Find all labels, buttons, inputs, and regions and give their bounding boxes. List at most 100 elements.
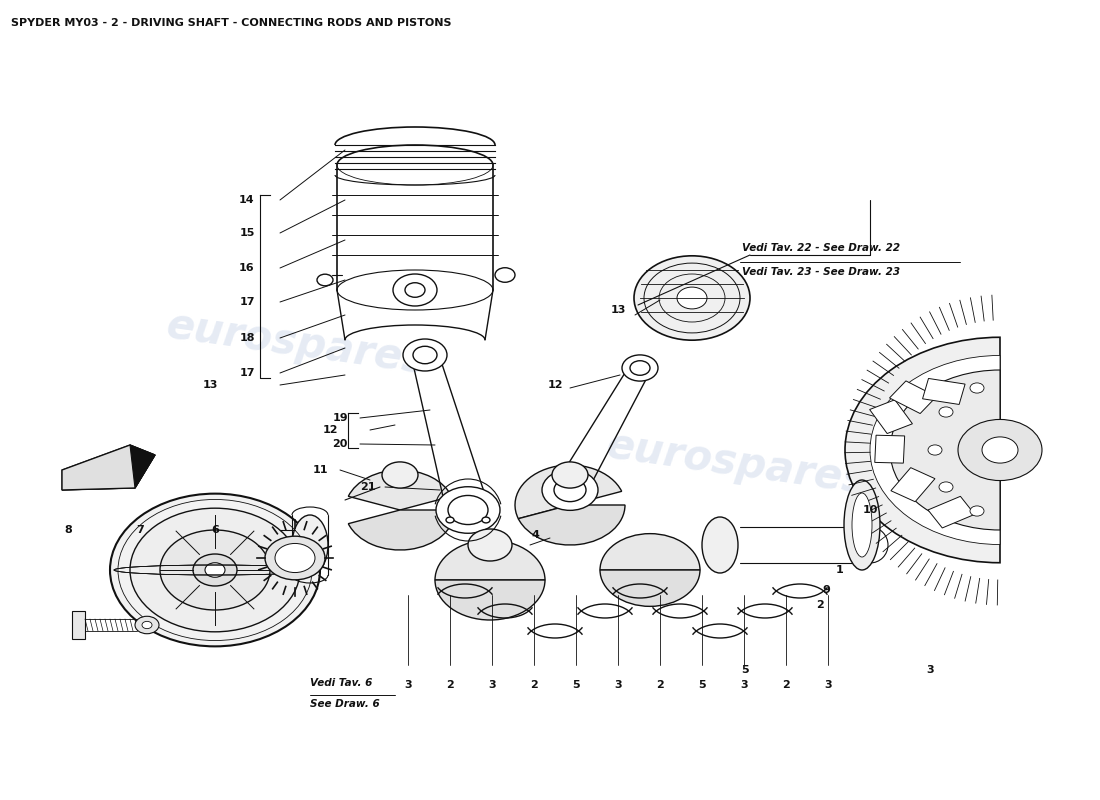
Wedge shape xyxy=(349,510,455,550)
Circle shape xyxy=(448,495,488,525)
Wedge shape xyxy=(870,355,1000,545)
Circle shape xyxy=(405,282,425,298)
Text: eurospares: eurospares xyxy=(604,425,870,503)
Circle shape xyxy=(110,494,320,646)
Text: 2: 2 xyxy=(530,680,538,690)
Ellipse shape xyxy=(852,493,872,557)
Bar xyxy=(923,378,965,405)
Text: 2: 2 xyxy=(782,680,790,690)
Text: Vedi Tav. 6: Vedi Tav. 6 xyxy=(310,678,373,688)
Polygon shape xyxy=(72,611,85,639)
Circle shape xyxy=(468,529,512,561)
Circle shape xyxy=(676,287,707,309)
Bar xyxy=(870,400,912,434)
Text: 2: 2 xyxy=(447,680,454,690)
Circle shape xyxy=(275,543,315,573)
Text: 3: 3 xyxy=(404,680,411,690)
Circle shape xyxy=(412,346,437,364)
Text: 3: 3 xyxy=(824,680,832,690)
Circle shape xyxy=(982,437,1018,463)
Wedge shape xyxy=(434,580,544,620)
Bar xyxy=(928,496,975,528)
Polygon shape xyxy=(62,445,155,490)
Text: 5: 5 xyxy=(741,665,749,675)
Circle shape xyxy=(142,622,152,629)
Text: 9: 9 xyxy=(822,585,829,595)
Text: 3: 3 xyxy=(740,680,748,690)
Circle shape xyxy=(382,462,418,488)
Wedge shape xyxy=(845,338,1000,562)
Text: 18: 18 xyxy=(240,333,255,343)
Text: 13: 13 xyxy=(202,380,218,390)
Text: eurospares: eurospares xyxy=(164,305,430,383)
Text: See Draw. 6: See Draw. 6 xyxy=(310,699,380,709)
Text: 7: 7 xyxy=(136,525,144,535)
Text: 5: 5 xyxy=(572,680,580,690)
Circle shape xyxy=(928,445,942,455)
Circle shape xyxy=(958,419,1042,481)
Circle shape xyxy=(403,339,447,371)
Ellipse shape xyxy=(702,517,738,573)
Circle shape xyxy=(205,562,225,578)
Circle shape xyxy=(939,482,953,492)
Text: SPYDER MY03 - 2 - DRIVING SHAFT - CONNECTING RODS AND PISTONS: SPYDER MY03 - 2 - DRIVING SHAFT - CONNEC… xyxy=(11,18,451,28)
Text: 16: 16 xyxy=(239,263,255,273)
Text: 20: 20 xyxy=(332,439,348,449)
Text: 2: 2 xyxy=(656,680,664,690)
Circle shape xyxy=(192,554,236,586)
Circle shape xyxy=(970,383,985,393)
Wedge shape xyxy=(518,505,625,545)
Circle shape xyxy=(135,616,160,634)
Text: 12: 12 xyxy=(548,380,563,390)
Circle shape xyxy=(621,355,658,381)
Circle shape xyxy=(160,530,270,610)
Polygon shape xyxy=(62,445,155,490)
Text: 17: 17 xyxy=(240,368,255,378)
Text: 14: 14 xyxy=(239,195,255,205)
Text: 19: 19 xyxy=(332,413,348,423)
Text: Vedi Tav. 22 - See Draw. 22: Vedi Tav. 22 - See Draw. 22 xyxy=(742,243,900,253)
Circle shape xyxy=(482,517,490,523)
Text: 13: 13 xyxy=(610,305,626,315)
Text: 21: 21 xyxy=(361,482,376,492)
Polygon shape xyxy=(130,445,155,488)
Text: 2: 2 xyxy=(816,600,824,610)
Text: 3: 3 xyxy=(488,680,496,690)
Circle shape xyxy=(495,268,515,282)
Text: 12: 12 xyxy=(322,425,338,435)
Wedge shape xyxy=(600,534,700,570)
Text: 11: 11 xyxy=(312,465,328,475)
Circle shape xyxy=(130,508,300,632)
Text: 10: 10 xyxy=(862,505,878,515)
Circle shape xyxy=(970,506,985,516)
Text: 15: 15 xyxy=(240,228,255,238)
Text: 17: 17 xyxy=(240,297,255,307)
Circle shape xyxy=(542,470,598,510)
Text: 6: 6 xyxy=(211,525,219,535)
Bar xyxy=(891,468,935,502)
Circle shape xyxy=(554,478,586,502)
Text: 4: 4 xyxy=(531,530,539,540)
Ellipse shape xyxy=(292,515,328,575)
Text: 5: 5 xyxy=(698,680,706,690)
Circle shape xyxy=(446,517,454,523)
Circle shape xyxy=(939,407,953,417)
Text: 1: 1 xyxy=(836,565,844,575)
Wedge shape xyxy=(600,570,700,606)
Circle shape xyxy=(634,256,750,340)
Text: 3: 3 xyxy=(926,665,934,675)
Text: Vedi Tav. 23 - See Draw. 23: Vedi Tav. 23 - See Draw. 23 xyxy=(742,267,900,277)
Circle shape xyxy=(317,274,333,286)
Wedge shape xyxy=(890,370,1000,530)
Circle shape xyxy=(630,361,650,375)
Circle shape xyxy=(265,536,324,580)
Text: 8: 8 xyxy=(64,525,72,535)
Text: 3: 3 xyxy=(614,680,622,690)
Circle shape xyxy=(393,274,437,306)
Circle shape xyxy=(552,462,589,488)
Bar xyxy=(874,435,904,463)
Polygon shape xyxy=(62,455,155,490)
Circle shape xyxy=(436,486,500,534)
Ellipse shape xyxy=(844,480,880,570)
Wedge shape xyxy=(349,470,452,510)
